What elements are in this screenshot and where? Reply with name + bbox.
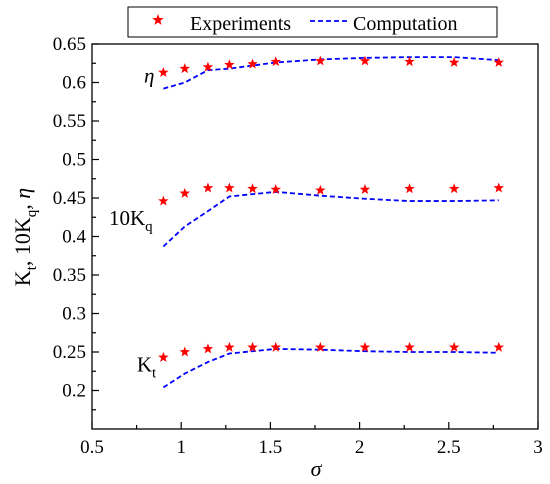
computation-line-Kt [162, 348, 499, 389]
experiment-point-η [224, 59, 235, 70]
experiment-point-η [493, 56, 504, 67]
legend-star-icon [152, 14, 164, 25]
experiment-point-η [359, 55, 371, 66]
experiment-point-η [270, 56, 281, 67]
experiment-point-Kt [359, 341, 371, 352]
experiment-point-Kt [158, 351, 169, 362]
x-tick-label: 3 [533, 437, 543, 458]
legend-label-computation: Computation [353, 13, 457, 35]
experiment-point-Kt [404, 341, 415, 352]
legend-label-experiments: Experiments [190, 13, 291, 35]
annotation-layer: η 10Kq Kt [109, 64, 157, 382]
experiment-point-Kt [270, 341, 281, 352]
experiment-point-Kt [202, 343, 214, 354]
experiment-point-10Kq [404, 183, 415, 194]
computation-line-η [163, 56, 499, 90]
experiment-point-Kt [315, 341, 326, 352]
y-tick-label: 0.3 [62, 304, 86, 325]
experiment-point-η [247, 58, 258, 69]
experiment-point-Kt [247, 341, 258, 352]
y-axis-label: Kt, 10Kq, η [10, 188, 40, 286]
y-tick-label: 0.25 [53, 342, 86, 363]
experiment-point-η [448, 56, 460, 67]
experiment-point-10Kq [315, 184, 326, 195]
experiment-point-Kt [448, 341, 460, 352]
x-tick-label: 1.5 [259, 437, 283, 458]
y-axis-label-sub2: q [24, 209, 40, 217]
x-axis-label: σ [311, 456, 323, 481]
experiment-point-Kt [493, 341, 504, 352]
y-tick-label: 0.65 [53, 34, 86, 55]
y-axis-label-mid: , 10K [10, 217, 35, 266]
ticks-layer: 0.5 1 1.5 2 2.5 3 0.2 0.25 0.3 0.35 0.4 0.45 0.5 0.55… [53, 34, 543, 458]
x-tick-label: 1 [176, 437, 186, 458]
y-axis-label-tail: , η [10, 188, 35, 210]
y-axis-label-sub1: t [24, 265, 40, 270]
y-tick-label: 0.55 [53, 111, 86, 132]
y-tick-label: 0.5 [62, 150, 86, 171]
experiment-point-Kt [179, 346, 190, 357]
experiment-point-10Kq [179, 187, 190, 198]
x-tick-label: 0.5 [80, 437, 104, 458]
experiment-point-10Kq [247, 183, 258, 194]
y-tick-label: 0.6 [62, 73, 86, 94]
x-tick-label: 2.5 [437, 437, 461, 458]
y-tick-label: 0.4 [62, 227, 86, 248]
y-tick-label: 0.2 [62, 381, 86, 402]
experiment-point-η [179, 63, 190, 74]
plot-frame [91, 43, 539, 430]
experiment-point-η [404, 56, 415, 67]
y-tick-label: 0.35 [53, 265, 86, 286]
experiment-point-η [315, 55, 326, 66]
series-layer [158, 55, 504, 389]
annotation-label: η [144, 64, 154, 88]
legend-box [127, 6, 498, 38]
experiment-point-Kt [224, 341, 235, 352]
annotation-label: Kt [137, 352, 157, 381]
computation-line-10Kq [162, 190, 499, 248]
experiment-point-10Kq [493, 182, 504, 193]
experiment-point-10Kq [158, 195, 169, 206]
experiment-point-η [158, 66, 169, 77]
experiment-point-10Kq [448, 183, 460, 194]
legend: Experiments Computation [127, 6, 498, 38]
experiment-point-10Kq [359, 184, 371, 194]
experiment-point-η [202, 61, 214, 72]
experiment-point-10Kq [270, 184, 281, 194]
experiment-point-10Kq [224, 182, 235, 193]
y-tick-label: 0.45 [53, 188, 86, 209]
annotation-label: 10Kq [109, 206, 153, 235]
x-tick-label: 2 [355, 437, 365, 458]
y-axis-label-base: K [10, 270, 35, 286]
experiment-point-10Kq [202, 182, 214, 193]
